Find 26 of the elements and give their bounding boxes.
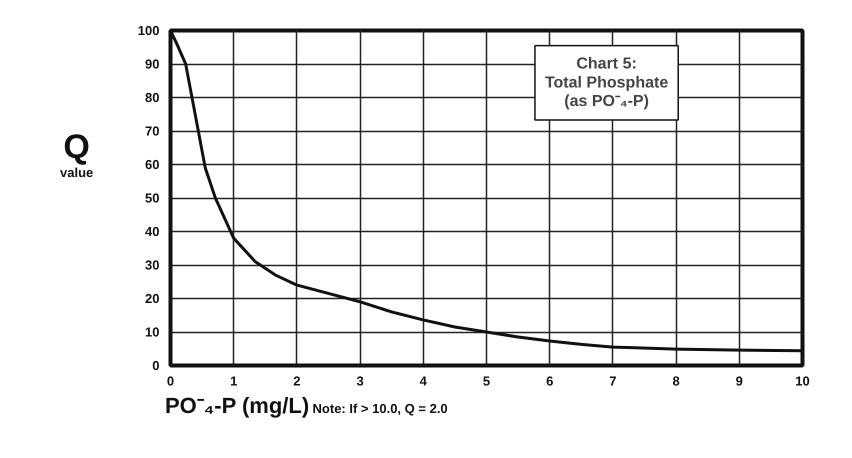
x-tick-label: 5 (482, 374, 490, 388)
x-tick-label: 7 (609, 374, 617, 388)
x-tick-label: 6 (546, 374, 554, 388)
x-tick-label: 8 (672, 374, 680, 388)
x-tick-label: 9 (736, 374, 743, 388)
y-tick-label: 70 (145, 124, 160, 138)
x-tick-label: 0 (166, 374, 174, 388)
x-tick-label: 10 (795, 374, 810, 388)
y-tick-label: 60 (145, 157, 160, 172)
x-tick-label: 4 (420, 374, 428, 388)
y-tick-label: 40 (145, 224, 160, 239)
y-axis-title: Q value (60, 128, 94, 182)
x-tick-label: 1 (230, 374, 238, 388)
x-tick-label: 2 (293, 374, 301, 388)
y-tick-label: 20 (145, 291, 160, 306)
y-tick-label: 0 (152, 358, 160, 373)
y-tick-label: 50 (145, 190, 160, 206)
y-tick-label: 90 (145, 56, 160, 72)
x-tick-label: 3 (356, 374, 364, 388)
y-tick-label: 10 (145, 324, 160, 340)
text: Note: If > 10.0, Q = 2.0 (312, 401, 448, 416)
y-tick-label: 100 (138, 23, 160, 38)
x-axis-title: PO⁻₄-P (mg/L) (165, 393, 310, 418)
y-tick-label: 30 (145, 258, 160, 272)
text: Chart 5: Total Phosphate (as PO⁻₄-P) (544, 56, 668, 110)
y-tick-label: 80 (145, 90, 160, 105)
